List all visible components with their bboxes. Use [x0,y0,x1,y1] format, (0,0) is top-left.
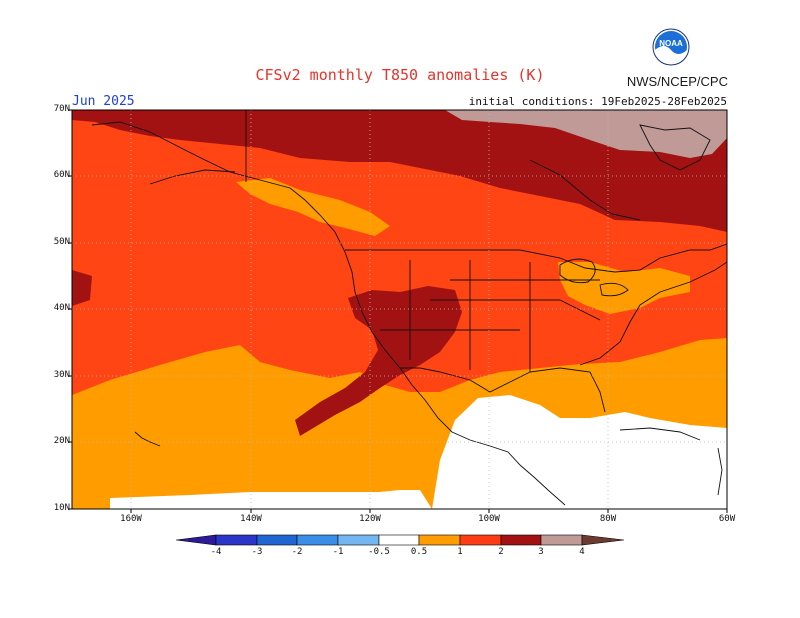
initial-conditions: initial conditions: 19Feb2025-28Feb2025 [468,95,727,108]
colorbar-swatch-lt-4 [175,534,217,546]
colorbar-swatch--4--3 [215,534,258,546]
colorbar-label: 4 [579,547,585,557]
colorbar-swatch-1-2 [459,534,502,546]
anomaly-region-orange-greatlakes [558,262,690,314]
colorbar-label: -1 [332,547,344,557]
colorbar-swatch-0.5-1 [418,534,461,546]
colorbar-label: 3 [538,547,544,557]
lat-label-60n: 60N [53,170,70,180]
colorbar-swatch-3-4 [540,534,583,546]
lat-label-50n: 50N [53,237,70,247]
colorbar-label: -0.5 [368,547,390,557]
chart-title: CFSv2 monthly T850 anomalies (K) [255,66,545,84]
anomaly-region-darkred-pacnw [72,270,92,306]
colorbar-label: -2 [291,547,303,557]
lat-label-30n: 30N [53,370,70,380]
colorbar-label: 2 [498,547,504,557]
colorbar-label: -3 [251,547,263,557]
colorbar-swatch-2-3 [500,534,542,546]
anomaly-region-neutral-southwest [110,490,432,509]
noaa-logo: NOAA [652,28,690,66]
colorbar [175,534,625,546]
lat-label-10n: 10N [53,503,70,513]
colorbar-swatch-gt-4 [581,534,625,546]
lat-label-40n: 40N [53,303,70,313]
lon-label-120w: 120W [359,514,381,524]
lon-label-60w: 60W [718,514,736,524]
coastlines [91,110,727,506]
lon-label-80w: 80W [599,514,617,524]
lon-label-140w: 140W [240,514,262,524]
lat-label-20n: 20N [53,436,70,446]
colorbar-swatch-neutral [378,534,420,546]
anomaly-region-darkred-west [295,286,462,436]
colorbar-swatch--2--1 [296,534,339,546]
svg-text:NOAA: NOAA [659,39,683,48]
anomaly-region-darkred-north [72,110,727,232]
anomaly-region-orange-bc [236,178,390,236]
colorbar-swatch--1--0.5 [337,534,380,546]
forecast-month: Jun 2025 [72,94,135,109]
agency-label: NWS/NCEP/CPC [626,74,728,89]
colorbar-label: 0.5 [410,547,428,557]
graticule [72,110,727,509]
colorbar-label: 1 [457,547,463,557]
colorbar-swatch--3--2 [256,534,298,546]
anomaly-region-neutral-tropics [432,395,727,509]
colorbar-label: -4 [210,547,222,557]
lon-label-160w: 160W [120,514,142,524]
lat-label-70n: 70N [53,104,70,114]
lon-label-100w: 100W [478,514,500,524]
anomaly-region-brown-arctic [445,110,727,158]
